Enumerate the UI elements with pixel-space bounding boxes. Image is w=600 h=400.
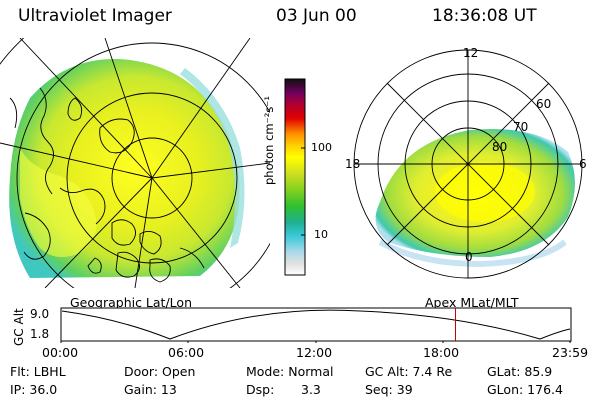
altitude-ymax: 9.0	[30, 307, 50, 321]
date-label: 03 Jun 00	[276, 6, 357, 26]
altitude-plot	[60, 307, 572, 343]
coastline-arctic-islands	[111, 219, 136, 246]
mlat-label-60: 60	[536, 97, 552, 111]
geo-lat-circle-80	[111, 137, 193, 219]
geographic-caption: Geographic Lat/Lon	[70, 295, 192, 310]
mlt-label-18: 18	[345, 157, 361, 171]
time-label: 18:36:08 UT	[432, 6, 537, 26]
altitude-tick-2: 12:00	[296, 345, 333, 360]
geographic-image-panel	[0, 38, 270, 288]
colorbar-tick-100: 100	[311, 141, 332, 154]
colorbar	[284, 78, 306, 276]
altitude-ymin: 1.8	[30, 327, 50, 341]
mlat-label-70: 70	[513, 120, 529, 134]
altitude-tick-0: 00:00	[42, 345, 79, 360]
geo-lat-circle-60	[16, 42, 270, 288]
geo-lat-circle-70	[66, 92, 238, 264]
altitude-tick-3: 18:00	[423, 345, 460, 360]
dsp-value: 3.3	[301, 382, 321, 397]
colorbar-unit-label: photon cm⁻²s⁻¹	[262, 96, 276, 185]
ip-label: IP: 36.0	[10, 382, 58, 397]
mlt-label-12: 12	[463, 46, 479, 60]
mode-label: Mode: Normal	[246, 364, 334, 379]
dsp-label: Dsp:	[246, 382, 275, 397]
altitude-tick-1: 06:00	[168, 345, 205, 360]
coastline-greenland	[99, 118, 135, 154]
filter-label: Flt: LBHL	[10, 364, 66, 379]
magnetic-caption: Apex MLat/MLT	[425, 295, 519, 310]
mlt-label-0: 0	[465, 250, 473, 264]
glat-label: GLat: 85.9	[487, 364, 553, 379]
altitude-trace	[61, 309, 571, 340]
gain-label: Gain: 13	[124, 382, 177, 397]
mlt-label-6: 6	[579, 157, 587, 171]
instrument-title: Ultraviolet Imager	[18, 6, 172, 26]
colorbar-tick-10: 10	[314, 228, 328, 241]
door-label: Door: Open	[124, 364, 196, 379]
magnetic-dial-panel	[353, 49, 583, 279]
gc-alt-label: GC Alt: 7.4 Re	[365, 364, 453, 379]
seq-label: Seq: 39	[365, 382, 413, 397]
altitude-ylabel: GC Alt	[12, 308, 26, 346]
mlat-label-80: 80	[492, 140, 508, 154]
altitude-tick-4: 23:59	[552, 345, 589, 360]
glon-label: GLon: 176.4	[487, 382, 563, 397]
